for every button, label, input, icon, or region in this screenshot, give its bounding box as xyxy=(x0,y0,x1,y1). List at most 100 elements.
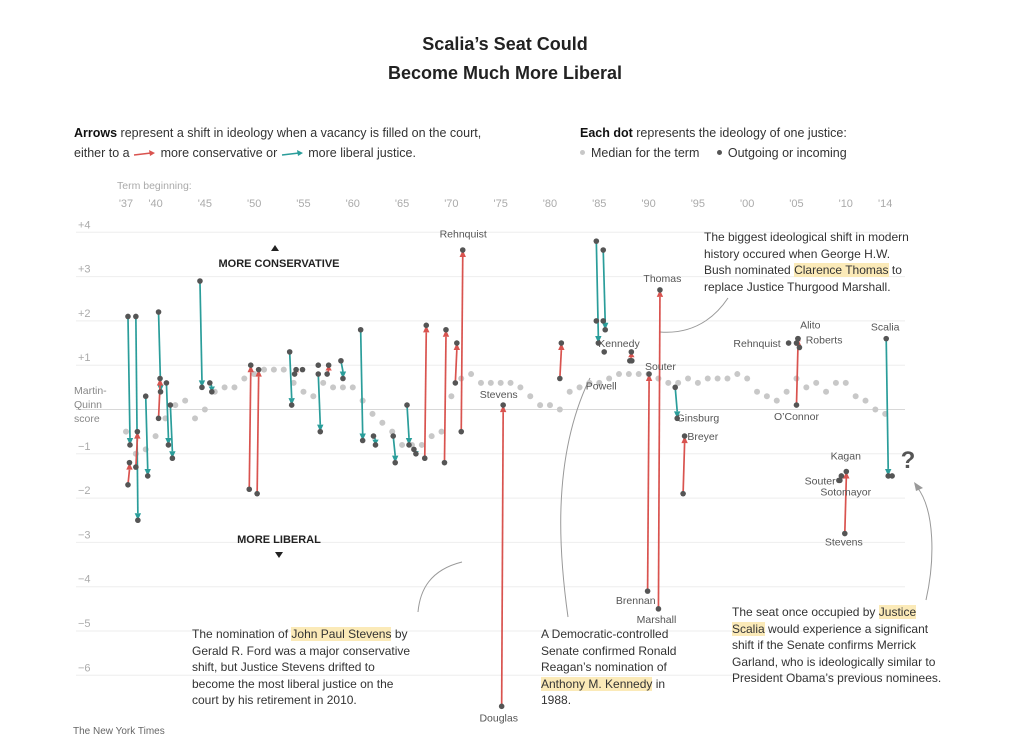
justice-labels: Rehnquist Stevens Douglas Powell Kennedy Thom… xyxy=(440,229,916,725)
justice-dot xyxy=(413,451,419,457)
justice-dot xyxy=(254,490,260,497)
median-dot xyxy=(783,388,790,395)
justice-dot xyxy=(406,442,412,448)
justice-dot xyxy=(441,459,448,466)
arrow-head xyxy=(392,455,399,463)
justice-dot xyxy=(796,344,803,351)
justice-dot xyxy=(423,322,430,329)
justice-dot xyxy=(628,349,635,355)
median-dot xyxy=(172,402,179,409)
median-dot xyxy=(655,375,662,382)
justice-dot xyxy=(315,371,322,377)
justice-dot xyxy=(247,362,254,369)
dot-legend-line1: Each dot represents the ideology of one … xyxy=(580,126,847,140)
x-tick-label: '00 xyxy=(740,198,754,210)
median-dot xyxy=(379,419,386,426)
median-dots xyxy=(123,366,889,457)
justice-dot xyxy=(144,473,151,479)
median-dot xyxy=(546,402,553,409)
justice-dot xyxy=(293,366,299,373)
arrow-head xyxy=(656,289,664,297)
arrow-shaft xyxy=(317,374,322,425)
justice-dot xyxy=(793,340,800,346)
justice-dot xyxy=(680,490,686,497)
justice-dot xyxy=(557,375,563,382)
justice-dot xyxy=(127,442,133,448)
arrow-shaft xyxy=(602,249,607,323)
arrow-head xyxy=(165,437,172,445)
median-dot xyxy=(714,375,721,382)
justice-dot xyxy=(454,340,460,346)
arrow-head xyxy=(134,431,141,439)
arrow-head xyxy=(423,325,430,333)
justice-dot xyxy=(340,375,346,382)
justice-dot xyxy=(372,442,379,448)
grid-lines xyxy=(76,231,905,676)
arrow-head xyxy=(602,322,609,330)
arrow-shaft xyxy=(657,296,661,609)
justice-dot xyxy=(155,309,162,315)
justice-dot xyxy=(452,380,459,386)
arrow-shaft xyxy=(127,316,131,438)
median-dot xyxy=(261,366,268,373)
arrow-head xyxy=(885,468,892,476)
arrow-head xyxy=(843,471,850,479)
justice-dot xyxy=(134,428,141,435)
median-dot xyxy=(537,402,544,409)
arrow-head xyxy=(499,405,507,413)
arrow-head xyxy=(169,451,176,459)
arrow-head xyxy=(339,371,347,379)
median-dot xyxy=(221,384,228,391)
conservative-arrow-icon xyxy=(133,149,156,156)
arrow-head xyxy=(198,380,206,388)
arrow-head xyxy=(681,436,688,444)
justice-dot xyxy=(133,313,139,320)
justice-dot xyxy=(883,335,890,342)
median-legend-label: Median for the term xyxy=(591,146,700,160)
y-tick-label: −5 xyxy=(78,618,91,630)
median-dot xyxy=(596,379,603,386)
justice-dot xyxy=(838,473,845,479)
justice-label: Thomas xyxy=(643,273,681,285)
median-dot xyxy=(872,406,879,413)
arrow-legend-line1: Arrows represent a shift in ideology whe… xyxy=(74,126,481,140)
median-dot xyxy=(616,371,622,378)
justice-dot xyxy=(133,464,139,470)
justice-label: Souter xyxy=(645,361,676,373)
justice-dot xyxy=(601,349,608,355)
x-axis-title: Term beginning: xyxy=(117,180,192,192)
justice-dot xyxy=(672,384,679,391)
arrow-shaft xyxy=(359,329,364,434)
arrow-shaft xyxy=(443,336,447,463)
arrow-legend-either: either to a xyxy=(74,146,130,160)
arrow-head xyxy=(674,411,681,419)
kennedy-note-post: in 1988. xyxy=(541,676,666,708)
justice-dot xyxy=(169,455,176,462)
median-dot xyxy=(832,379,839,386)
justice-dot xyxy=(325,362,332,369)
dot-legend-text: represents the ideology of one justice: xyxy=(632,126,847,140)
median-dot xyxy=(497,379,504,386)
arrow-head xyxy=(453,343,461,351)
justice-dot xyxy=(558,340,565,346)
median-dot xyxy=(251,371,258,378)
arrow-shaft xyxy=(157,312,162,385)
arrow-shaft xyxy=(558,350,563,379)
justice-label: Alito xyxy=(800,320,821,332)
arrow-shaft xyxy=(674,387,679,412)
x-tick-label: '45 xyxy=(198,198,212,210)
justice-label: Stevens xyxy=(825,537,863,549)
justice-dot xyxy=(600,318,607,324)
arrow-head xyxy=(459,250,466,258)
annotation-leaders xyxy=(417,297,933,618)
leader-kennedy xyxy=(560,377,591,618)
justice-label: Ginsburg xyxy=(677,412,720,424)
median-dot xyxy=(201,406,208,413)
justice-dot xyxy=(286,349,293,355)
median-dot xyxy=(192,415,199,422)
arrow-legend-text: represent a shift in ideology when a vac… xyxy=(117,126,482,140)
median-dot xyxy=(290,379,297,386)
arrow-head xyxy=(405,437,413,445)
justice-label: Sotomayor xyxy=(820,486,871,498)
thomas-note-highlight: Clarence Thomas xyxy=(794,263,889,277)
